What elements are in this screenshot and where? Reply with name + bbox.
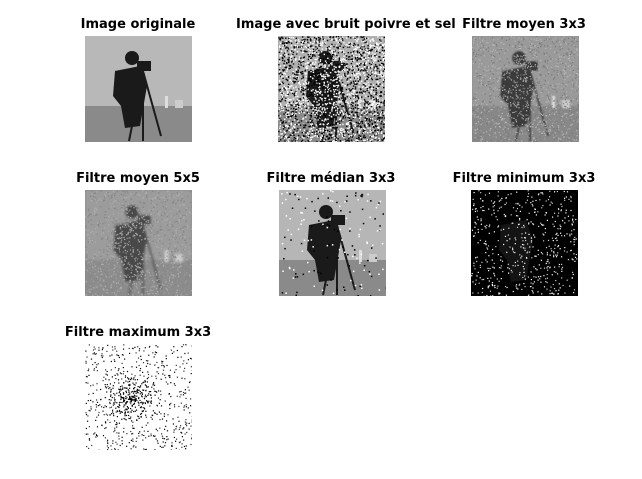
panel-title-original: Image originale [80, 17, 196, 32]
original-image [85, 36, 192, 142]
panel-title-salt-pepper: Image avec bruit poivre et sel [236, 17, 456, 32]
mean-3x3-image [472, 36, 579, 142]
maximum-3x3-image [85, 344, 192, 450]
panel-title-minimum-3x3: Filtre minimum 3x3 [452, 171, 596, 186]
minimum-3x3-image [471, 190, 578, 296]
maximum-3x3-image-svg [85, 344, 192, 450]
mean-3x3-image-svg [472, 36, 579, 142]
mean-5x5-image-svg [85, 190, 192, 296]
median-3x3-image [279, 190, 386, 296]
panel-title-median-3x3: Filtre médian 3x3 [266, 171, 396, 186]
salt-pepper-image [278, 36, 385, 142]
panel-title-mean-3x3: Filtre moyen 3x3 [462, 17, 586, 32]
minimum-3x3-image-svg [471, 190, 578, 296]
original-image-svg [85, 36, 192, 142]
panel-title-mean-5x5: Filtre moyen 5x5 [76, 171, 200, 186]
median-3x3-image-svg [279, 190, 386, 296]
mean-5x5-image [85, 190, 192, 296]
panel-title-maximum-3x3: Filtre maximum 3x3 [64, 325, 212, 340]
salt-pepper-image-svg [278, 36, 385, 142]
